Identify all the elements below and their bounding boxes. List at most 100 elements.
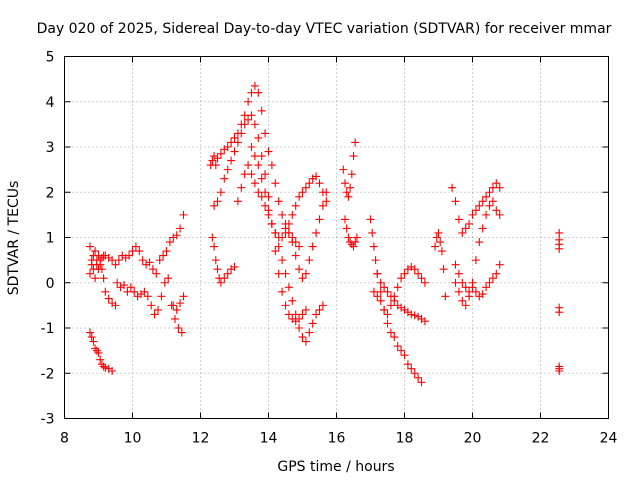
- data-point: [230, 262, 239, 271]
- data-point: [383, 287, 392, 296]
- data-point: [154, 305, 162, 314]
- y-tick-label: 0: [46, 276, 55, 292]
- data-point: [96, 260, 105, 269]
- data-point: [488, 274, 497, 283]
- data-point: [104, 294, 113, 303]
- data-point: [169, 301, 178, 310]
- data-point: [342, 224, 351, 233]
- series-track-w: [555, 362, 564, 375]
- data-point: [162, 247, 171, 256]
- data-point: [257, 106, 266, 115]
- data-point: [254, 188, 263, 197]
- data-point: [451, 278, 460, 287]
- x-axis-label: GPS time / hours: [277, 459, 394, 475]
- data-point: [250, 179, 259, 188]
- data-point: [152, 269, 161, 278]
- series-track-r: [448, 179, 504, 237]
- data-point: [179, 210, 188, 219]
- data-point: [376, 278, 385, 287]
- data-point: [555, 366, 564, 375]
- data-point: [176, 224, 185, 233]
- data-point: [312, 228, 321, 237]
- data-point: [475, 238, 484, 247]
- data-point: [373, 292, 382, 301]
- data-point: [465, 219, 474, 228]
- data-point: [420, 278, 429, 287]
- data-point: [230, 147, 239, 156]
- data-point: [271, 179, 280, 188]
- data-point: [451, 197, 460, 206]
- data-point: [431, 242, 440, 251]
- data-point: [441, 292, 450, 301]
- data-point: [247, 88, 256, 97]
- series-track-q: [431, 228, 450, 301]
- x-tick-label: 16: [328, 431, 346, 447]
- y-tick-label: 2: [46, 185, 55, 201]
- data-point: [471, 287, 480, 296]
- series-track-d: [111, 210, 188, 278]
- data-point: [233, 197, 242, 206]
- y-axis-label: SDTVAR / TECUs: [6, 181, 22, 296]
- data-point: [495, 260, 504, 269]
- data-point: [400, 351, 409, 360]
- data-point: [123, 287, 132, 296]
- data-point: [108, 256, 117, 265]
- grid-lines: [64, 56, 609, 419]
- y-tick-labels: -3 -2 -1 0 1 2 3 4 5: [41, 50, 55, 428]
- data-point: [91, 247, 100, 256]
- data-point: [101, 287, 110, 296]
- data-point: [284, 310, 293, 319]
- data-point: [125, 251, 134, 260]
- data-point: [291, 251, 300, 260]
- data-point: [157, 292, 166, 301]
- data-point: [305, 256, 314, 265]
- data-point: [315, 215, 324, 224]
- data-point: [478, 290, 487, 299]
- x-tick-label: 22: [532, 431, 550, 447]
- x-tick-label: 12: [192, 431, 210, 447]
- data-point: [403, 360, 412, 369]
- data-point: [274, 242, 283, 251]
- data-point: [397, 346, 406, 355]
- data-point: [410, 369, 419, 378]
- data-point: [216, 188, 225, 197]
- data-point: [237, 129, 246, 138]
- data-point: [495, 210, 504, 219]
- data-point: [351, 138, 360, 147]
- data-point: [213, 154, 222, 163]
- data-point: [101, 363, 110, 372]
- data-point: [344, 233, 353, 242]
- data-point: [284, 228, 293, 237]
- data-point: [386, 292, 395, 301]
- data-point: [254, 161, 263, 170]
- data-point: [295, 324, 304, 332]
- y-tick-label: -1: [41, 321, 55, 337]
- data-point: [308, 319, 317, 328]
- data-point: [485, 188, 494, 197]
- data-point: [86, 269, 94, 278]
- data-point: [407, 364, 416, 373]
- data-point: [160, 278, 169, 287]
- data-point: [177, 328, 186, 337]
- data-point: [465, 287, 474, 296]
- y-tick-label: -3: [41, 412, 55, 428]
- data-point: [352, 233, 361, 242]
- data-point: [322, 197, 331, 206]
- data-point: [99, 362, 108, 371]
- data-point: [145, 258, 154, 267]
- data-point: [291, 310, 300, 319]
- data-point: [113, 278, 122, 287]
- x-tick-labels: 8 10 12 14 16 18 20 22 24: [60, 431, 617, 447]
- data-point: [223, 269, 232, 278]
- data-point: [410, 265, 419, 274]
- series-track-e: [113, 274, 186, 337]
- data-point: [298, 333, 307, 342]
- data-point: [380, 305, 389, 314]
- data-point: [386, 301, 395, 310]
- data-point: [301, 269, 310, 278]
- data-point: [434, 228, 443, 237]
- data-point: [233, 138, 242, 147]
- data-point: [176, 299, 185, 308]
- data-point: [390, 333, 399, 342]
- data-point: [227, 156, 236, 165]
